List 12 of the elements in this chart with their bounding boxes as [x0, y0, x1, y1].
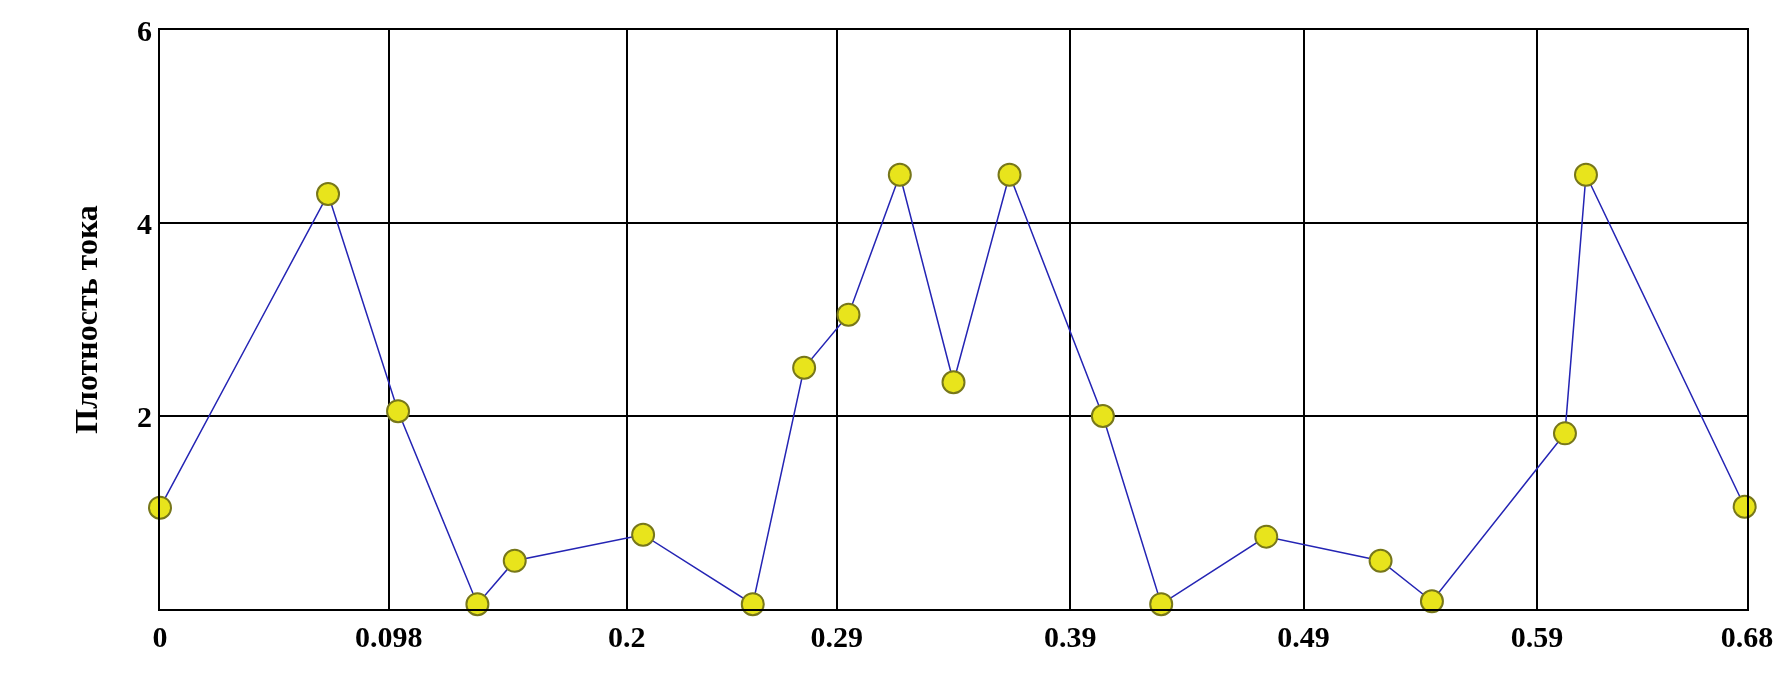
- y-tick-label: 6: [137, 13, 152, 47]
- x-tick-label: 0.68: [1720, 620, 1774, 653]
- x-tick-label: 0.39: [1043, 620, 1097, 653]
- y-axis-title: Плотность тока: [67, 205, 104, 434]
- x-tick-label: 0.2: [608, 620, 646, 653]
- y-tick-label: 2: [137, 399, 152, 433]
- x-tick-label: 0: [152, 620, 168, 653]
- x-tick-label: 0.49: [1277, 620, 1330, 653]
- y-tick-label: 4: [137, 206, 152, 240]
- x-tick-label: 0.098: [354, 620, 423, 653]
- x-tick-label: 0.59: [1510, 620, 1564, 653]
- x-tick-label: 0.29: [810, 620, 864, 653]
